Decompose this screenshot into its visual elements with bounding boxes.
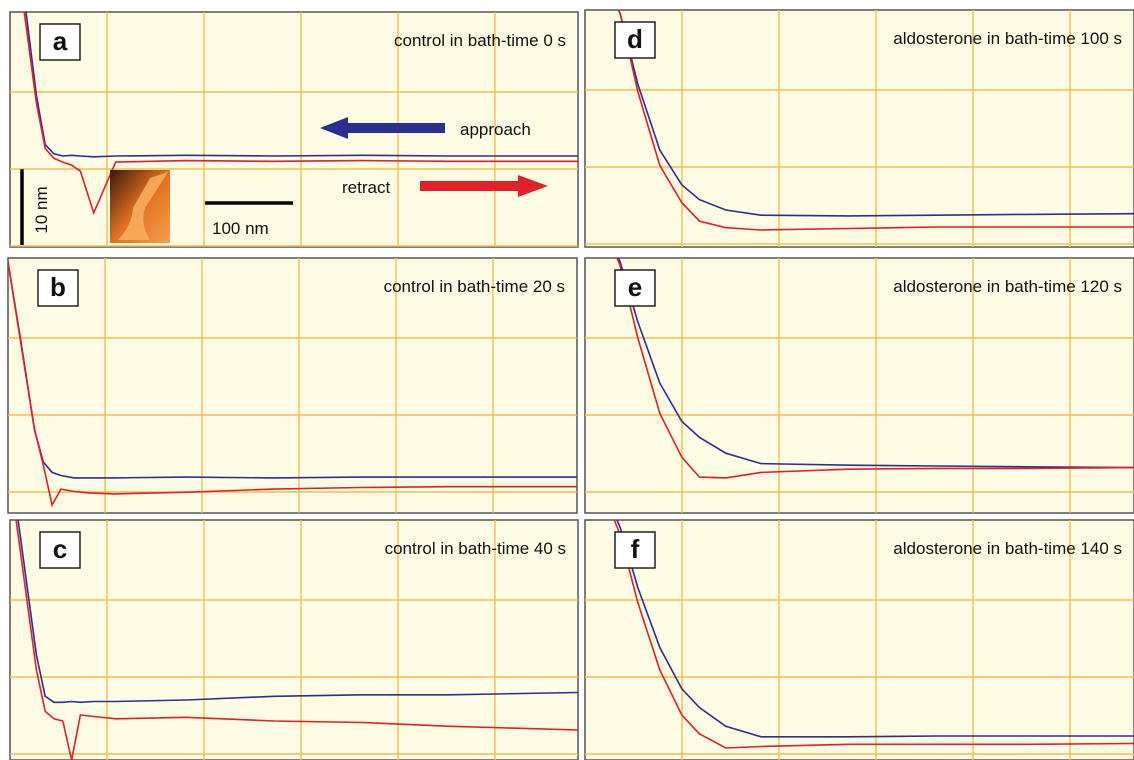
arrow-shaft [345, 123, 445, 133]
panel-label: b [50, 272, 66, 302]
figure: a control in bath-time 0 s approach retract… [0, 0, 1134, 760]
panel-background [8, 258, 577, 513]
panel: d aldosterone in bath-time 100 s [585, 0, 1134, 247]
panel-title: aldosterone in bath-time 140 s [893, 539, 1122, 558]
panel-title: aldosterone in bath-time 120 s [893, 277, 1122, 296]
panel-label: c [53, 534, 67, 564]
panel-title: control in bath-time 40 s [385, 539, 566, 558]
legend-label: approach [460, 120, 531, 139]
panel-title: control in bath-time 20 s [384, 277, 565, 296]
panel: a control in bath-time 0 s approach retract… [10, 0, 578, 247]
scale-bar-label: 100 nm [212, 219, 269, 238]
panel-label: e [628, 272, 642, 302]
legend-label: retract [342, 178, 390, 197]
panel-title: control in bath-time 0 s [394, 31, 566, 50]
scale-bar-label: 10 nm [32, 186, 51, 233]
panel-title: aldosterone in bath-time 100 s [893, 29, 1122, 48]
panel-label: d [627, 24, 643, 54]
panel-label: f [631, 534, 640, 564]
arrow-shaft [420, 181, 520, 191]
panel-background [585, 258, 1134, 513]
panel: b control in bath-time 20 s [8, 258, 577, 513]
panel-label: a [53, 26, 68, 56]
